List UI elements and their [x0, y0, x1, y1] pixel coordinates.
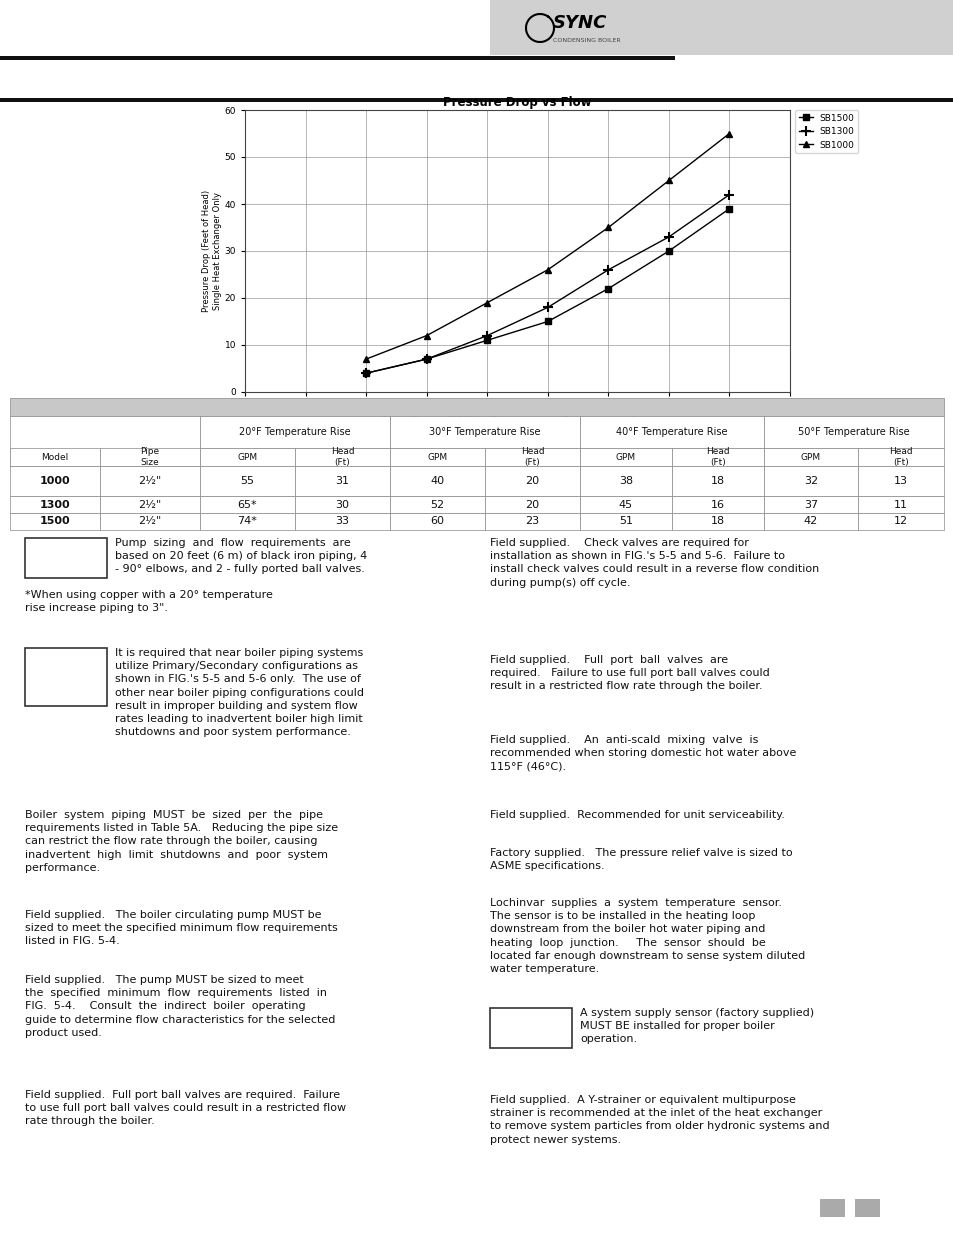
SB1300: [481, 329, 493, 343]
Text: 40: 40: [430, 475, 444, 487]
Text: Field supplied.  Recommended for unit serviceability.: Field supplied. Recommended for unit ser…: [490, 810, 784, 820]
Text: Lochinvar  supplies  a  system  temperature  sensor.
The sensor is to be install: Lochinvar supplies a system temperature …: [490, 898, 804, 974]
Text: 45: 45: [618, 499, 633, 510]
SB1500: [360, 366, 372, 380]
Text: Model: Model: [41, 452, 69, 462]
Text: 18: 18: [710, 475, 724, 487]
Text: 30°F Temperature Rise: 30°F Temperature Rise: [429, 427, 540, 437]
Text: It is required that near boiler piping systems
utilize Primary/Secondary configu: It is required that near boiler piping s…: [115, 648, 364, 737]
Text: 1000: 1000: [40, 475, 71, 487]
Text: 51: 51: [618, 516, 633, 526]
Text: 16: 16: [710, 499, 724, 510]
Text: Head
(Ft): Head (Ft): [520, 447, 544, 467]
Title: Pressure Drop vs Flow: Pressure Drop vs Flow: [443, 96, 591, 109]
Line: SB1000: SB1000: [363, 131, 732, 362]
Text: 11: 11: [893, 499, 907, 510]
Text: Head
(Ft): Head (Ft): [888, 447, 912, 467]
SB1300: [723, 188, 735, 203]
Text: 31: 31: [335, 475, 349, 487]
Text: Pump  sizing  and  flow  requirements  are
based on 20 feet (6 m) of black iron : Pump sizing and flow requirements are ba…: [115, 538, 367, 574]
SB1300: [420, 352, 432, 367]
Text: GPM: GPM: [427, 452, 447, 462]
Text: Field supplied.   The boiler circulating pump MUST be
sized to meet the specifie: Field supplied. The boiler circulating p…: [25, 910, 337, 946]
SB1000: [662, 173, 674, 188]
SB1300: [602, 262, 614, 277]
Text: 23: 23: [525, 516, 539, 526]
Text: SYNC: SYNC: [553, 14, 607, 32]
Text: 20: 20: [525, 499, 539, 510]
Text: *When using copper with a 20° temperature
rise increase piping to 3".: *When using copper with a 20° temperatur…: [25, 590, 273, 614]
Bar: [0, 56, 675, 61]
Text: 2½": 2½": [138, 475, 161, 487]
Text: Field supplied.  A Y-strainer or equivalent multipurpose
strainer is recommended: Field supplied. A Y-strainer or equivale…: [490, 1095, 829, 1145]
Text: 30: 30: [335, 499, 349, 510]
Text: 37: 37: [803, 499, 818, 510]
Text: Field supplied.    Check valves are required for
installation as shown in FIG.'s: Field supplied. Check valves are require…: [490, 538, 819, 588]
Text: Boiler  system  piping  MUST  be  sized  per  the  pipe
requirements listed in T: Boiler system piping MUST be sized per t…: [25, 810, 337, 873]
Text: 20°F Temperature Rise: 20°F Temperature Rise: [239, 427, 351, 437]
Text: 20: 20: [525, 475, 539, 487]
SB1300: [360, 366, 372, 380]
Text: 74*: 74*: [237, 516, 257, 526]
SB1300: [541, 300, 553, 315]
Bar: [490, 0, 953, 56]
Text: 65*: 65*: [237, 499, 257, 510]
Text: 60: 60: [430, 516, 444, 526]
Text: 32: 32: [803, 475, 818, 487]
Line: SB1300: SB1300: [361, 190, 734, 378]
Text: 50°F Temperature Rise: 50°F Temperature Rise: [798, 427, 909, 437]
Text: 1500: 1500: [40, 516, 71, 526]
Text: CONDENSING BOILER: CONDENSING BOILER: [553, 37, 620, 42]
SB1000: [541, 262, 553, 277]
Text: Field supplied.    Full  port  ball  valves  are
required.   Failure to use full: Field supplied. Full port ball valves ar…: [490, 655, 769, 692]
Text: 33: 33: [335, 516, 349, 526]
SB1500: [662, 243, 674, 258]
SB1500: [481, 333, 493, 348]
Text: Pipe
Size: Pipe Size: [140, 447, 159, 467]
Text: GPM: GPM: [801, 452, 821, 462]
Text: GPM: GPM: [616, 452, 636, 462]
Bar: [0, 98, 953, 103]
SB1000: [602, 220, 614, 235]
SB1000: [360, 352, 372, 367]
Text: Field supplied.    An  anti-scald  mixing  valve  is
recommended when storing do: Field supplied. An anti-scald mixing val…: [490, 735, 796, 772]
Text: Field supplied.  Full port ball valves are required.  Failure
to use full port b: Field supplied. Full port ball valves ar…: [25, 1091, 346, 1126]
Text: 1300: 1300: [40, 499, 71, 510]
Text: 40°F Temperature Rise: 40°F Temperature Rise: [616, 427, 727, 437]
Text: A system supply sensor (factory supplied)
MUST BE installed for proper boiler
op: A system supply sensor (factory supplied…: [579, 1008, 813, 1045]
Text: 2½": 2½": [138, 516, 161, 526]
Text: GPM: GPM: [237, 452, 257, 462]
Text: 38: 38: [618, 475, 633, 487]
Text: Head
(Ft): Head (Ft): [331, 447, 354, 467]
Text: 52: 52: [430, 499, 444, 510]
SB1000: [481, 295, 493, 310]
SB1300: [662, 230, 674, 245]
Legend: SB1500, SB1300, SB1000: SB1500, SB1300, SB1000: [795, 110, 858, 153]
Y-axis label: Pressure Drop (Feet of Head)
Single Heat Exchanger Only: Pressure Drop (Feet of Head) Single Heat…: [202, 190, 221, 312]
Line: SB1500: SB1500: [363, 206, 732, 375]
SB1500: [541, 314, 553, 329]
SB1500: [723, 201, 735, 216]
Text: 55: 55: [240, 475, 254, 487]
Text: Head
(Ft): Head (Ft): [705, 447, 729, 467]
X-axis label: Flow Rate (GPM) - Single Heat Exchanger Only: Flow Rate (GPM) - Single Heat Exchanger …: [380, 416, 654, 426]
Text: Factory supplied.   The pressure relief valve is sized to
ASME specifications.: Factory supplied. The pressure relief va…: [490, 848, 792, 871]
SB1500: [602, 282, 614, 296]
Text: 12: 12: [893, 516, 907, 526]
SB1500: [420, 352, 432, 367]
Text: Field supplied.   The pump MUST be sized to meet
the  specified  minimum  flow  : Field supplied. The pump MUST be sized t…: [25, 974, 335, 1037]
Text: 18: 18: [710, 516, 724, 526]
Text: 13: 13: [893, 475, 907, 487]
Text: 42: 42: [803, 516, 818, 526]
SB1000: [420, 329, 432, 343]
SB1000: [723, 126, 735, 141]
Text: 2½": 2½": [138, 499, 161, 510]
